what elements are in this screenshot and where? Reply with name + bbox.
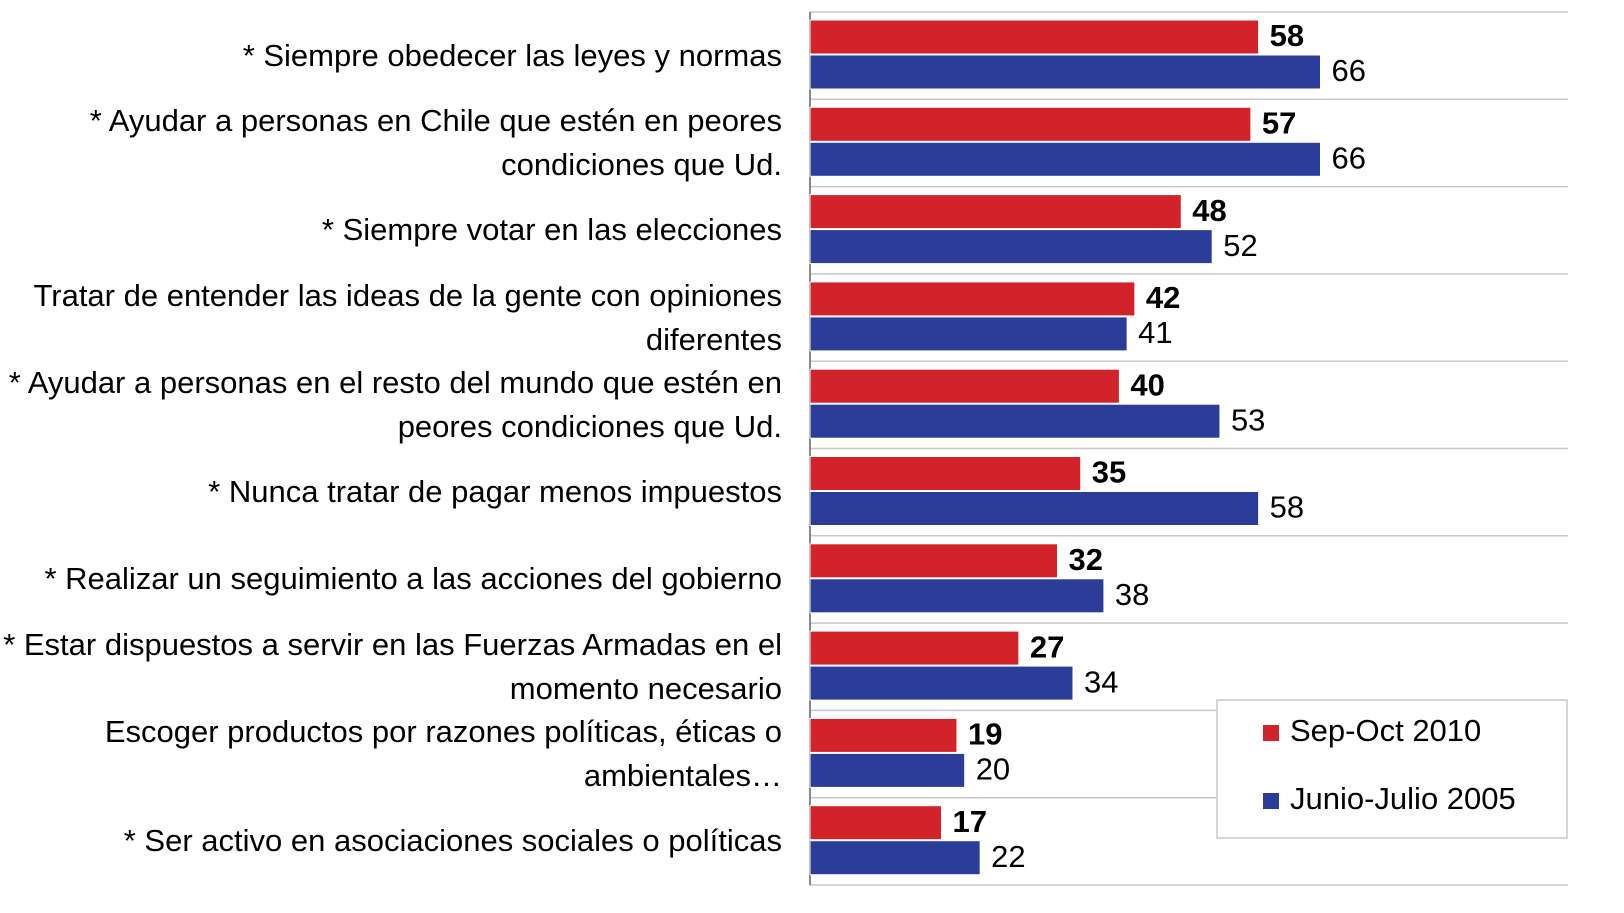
value-label: 32	[1069, 542, 1103, 577]
bar	[810, 492, 1259, 526]
category-label: * Siempre obedecer las leyes y normas	[0, 12, 782, 99]
bar	[810, 579, 1104, 613]
category-text: * Siempre obedecer las leyes y normas	[243, 34, 782, 78]
category-label: * Ser activo en asociaciones sociales o …	[0, 798, 782, 885]
value-label: 48	[1192, 193, 1226, 228]
value-label: 19	[968, 717, 1002, 752]
chart: 58 66 57 66 4852 4241 40 53 35 58 32 38 27 34 1920 1722…	[0, 0, 1624, 913]
bar	[810, 142, 1320, 176]
legend-label: Sep-Oct 2010	[1290, 713, 1481, 748]
value-label: 27	[1030, 629, 1064, 664]
bar	[810, 195, 1181, 229]
category-text: * Realizar un seguimiento a las acciones…	[44, 557, 782, 601]
bar	[810, 55, 1320, 89]
category-text: Escoger productos por razones políticas,…	[0, 710, 782, 798]
bar	[810, 404, 1220, 438]
value-label: 58	[1270, 18, 1304, 53]
category-label: * Nunca tratar de pagar menos impuestos	[0, 449, 782, 536]
bar	[810, 369, 1119, 403]
value-label: 34	[1084, 664, 1118, 699]
bar	[810, 841, 980, 875]
value-label: 53	[1231, 402, 1265, 437]
value-label: 20	[976, 752, 1010, 787]
bar	[810, 230, 1212, 264]
bar	[810, 544, 1058, 578]
value-label: 66	[1331, 53, 1365, 88]
bar	[810, 806, 941, 840]
category-text: * Ser activo en asociaciones sociales o …	[124, 819, 782, 863]
value-label: 57	[1262, 105, 1296, 140]
bar	[810, 317, 1127, 351]
category-text: * Nunca tratar de pagar menos impuestos	[208, 470, 782, 514]
category-label: * Realizar un seguimiento a las acciones…	[0, 536, 782, 623]
category-text: * Siempre votar en las elecciones	[322, 208, 782, 252]
bar	[810, 20, 1259, 54]
category-text: Tratar de entender las ideas de la gente…	[0, 274, 782, 362]
category-text: * Ayudar a personas en el resto del mund…	[0, 361, 782, 449]
value-label: 17	[952, 804, 986, 839]
bar	[810, 457, 1081, 491]
bar	[810, 666, 1073, 700]
category-label: * Estar dispuestos a servir en las Fuerz…	[0, 623, 782, 710]
legend-marker	[1263, 725, 1279, 741]
value-label: 58	[1270, 490, 1304, 525]
value-label: 40	[1130, 367, 1164, 402]
value-label: 52	[1223, 228, 1257, 263]
category-label: * Ayudar a personas en el resto del mund…	[0, 361, 782, 448]
value-label: 41	[1138, 315, 1172, 350]
bar	[810, 753, 965, 787]
bar	[810, 107, 1251, 141]
value-label: 38	[1115, 577, 1149, 612]
category-text: * Ayudar a personas en Chile que estén e…	[0, 99, 782, 187]
value-label: 42	[1146, 280, 1180, 315]
value-label: 22	[991, 839, 1025, 874]
bar	[810, 718, 957, 752]
category-label: Tratar de entender las ideas de la gente…	[0, 274, 782, 361]
bar	[810, 282, 1135, 316]
legend-label: Junio-Julio 2005	[1290, 781, 1516, 816]
category-text: * Estar dispuestos a servir en las Fuerz…	[0, 623, 782, 711]
value-label: 66	[1331, 140, 1365, 175]
category-label: * Ayudar a personas en Chile que estén e…	[0, 99, 782, 186]
category-label: Escoger productos por razones políticas,…	[0, 710, 782, 797]
category-label: * Siempre votar en las elecciones	[0, 187, 782, 274]
value-label: 35	[1092, 455, 1126, 490]
bar	[810, 631, 1019, 665]
legend-marker	[1263, 793, 1279, 809]
